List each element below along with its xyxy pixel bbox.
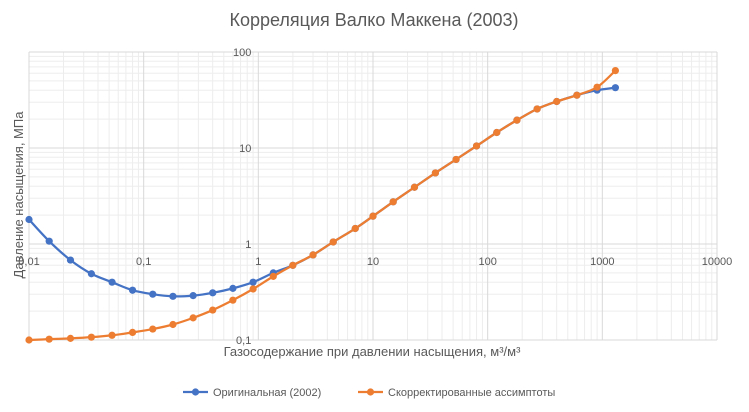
x-tick-label: 1 <box>255 256 261 268</box>
series-1 <box>25 84 619 300</box>
legend-item: Скорректированные ассимптоты <box>358 387 555 399</box>
chart-title: Корреляция Валко Маккена (2003) <box>229 10 518 30</box>
legend-item: Оригинальная (2002) <box>183 387 321 399</box>
y-tick-label: 1 <box>245 239 251 251</box>
series-point <box>472 142 481 150</box>
series-point <box>25 215 33 224</box>
series-point <box>351 224 359 233</box>
series-point <box>309 251 317 259</box>
series-point <box>229 296 237 304</box>
series-point <box>128 286 137 294</box>
x-axis-label: Газосодержание при давлении насыщения, м… <box>224 344 522 359</box>
y-tick-label: 10 <box>239 143 251 155</box>
series-point <box>329 238 337 246</box>
legend-label: Оригинальная (2002) <box>213 387 321 399</box>
series-point <box>87 270 95 278</box>
series-point <box>573 91 581 99</box>
series-point <box>249 285 257 293</box>
x-tick-label: 10000 <box>702 256 733 268</box>
y-tick-label: 100 <box>233 47 251 59</box>
series-point <box>269 272 277 280</box>
series-point <box>369 212 377 220</box>
legend: Оригинальная (2002) Скорректированные асс… <box>183 387 555 399</box>
series-point <box>493 128 501 137</box>
legend-swatch-marker <box>191 388 200 396</box>
x-tick-label: 1000 <box>590 256 614 268</box>
y-axis-label: Давление насыщения, МПа <box>11 111 26 279</box>
series-point <box>189 292 197 300</box>
series-point <box>45 237 53 245</box>
series-point <box>289 261 297 269</box>
series-point <box>209 289 217 297</box>
legend-swatch-marker <box>366 388 375 396</box>
series-point <box>189 314 197 322</box>
series-point <box>611 67 619 75</box>
series-point <box>108 278 116 286</box>
series-point <box>593 83 601 91</box>
series-point <box>452 155 460 164</box>
series-point <box>229 284 237 292</box>
x-tick-label: 0,1 <box>136 256 151 268</box>
series-point <box>553 97 561 106</box>
series-point <box>66 256 75 264</box>
legend-label: Скорректированные ассимптоты <box>388 387 555 399</box>
series-point <box>410 183 419 191</box>
x-tick-labels: 0,01 0,1 1 10 100 1000 10000 <box>18 256 732 268</box>
series-point <box>169 320 177 329</box>
series-2 <box>25 67 619 344</box>
series-point <box>25 336 33 344</box>
series-line <box>28 69 617 342</box>
y-tick-label: 0,1 <box>236 335 251 347</box>
series-point <box>66 334 75 342</box>
series-point <box>209 306 217 314</box>
series-point <box>533 105 541 113</box>
series-point <box>611 84 619 92</box>
series-point <box>513 116 521 124</box>
x-tick-label: 100 <box>478 256 496 268</box>
series-point <box>149 290 157 298</box>
x-tick-label: 0,01 <box>18 256 39 268</box>
series-point <box>108 331 116 339</box>
x-tick-label: 10 <box>367 256 379 268</box>
major-gridlines <box>28 51 718 341</box>
series-point <box>431 169 439 177</box>
series-point <box>149 325 157 333</box>
series-point <box>87 333 95 341</box>
y-tick-labels: 0,1 1 10 100 <box>233 47 251 347</box>
series-point <box>128 328 137 336</box>
series-layer <box>25 67 619 344</box>
series-point <box>249 278 257 286</box>
series-point <box>45 335 53 343</box>
series-point <box>389 198 397 206</box>
series-point <box>169 292 177 300</box>
